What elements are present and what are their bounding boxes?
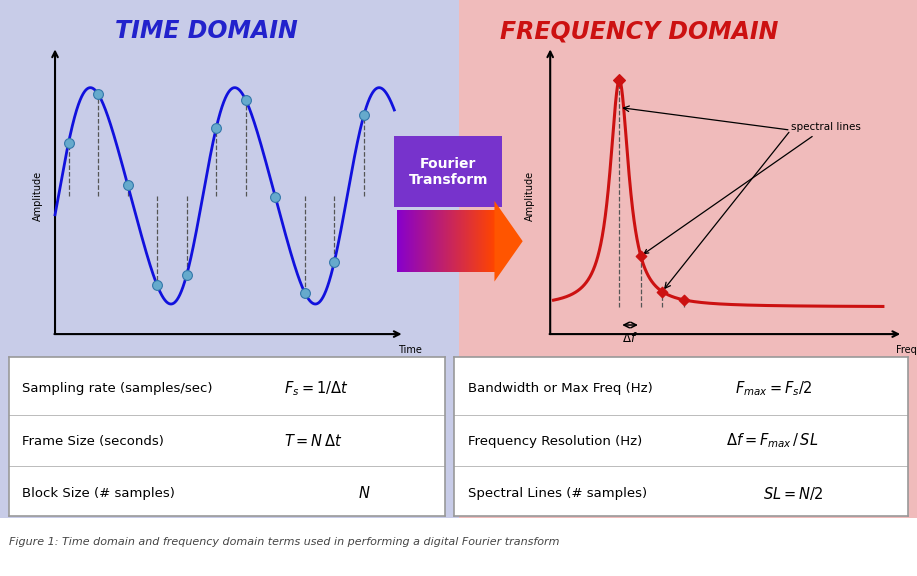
Text: Sampling rate (samples/sec): Sampling rate (samples/sec) (22, 382, 213, 395)
Text: $\Delta f$: $\Delta f$ (623, 331, 638, 344)
Point (268, 192, 282, 201)
Point (209, 123, 224, 132)
Point (327, 257, 342, 267)
Text: $N$: $N$ (358, 486, 370, 501)
Text: Frame Size (seconds): Frame Size (seconds) (22, 434, 164, 448)
Point (61, 138, 76, 147)
Bar (458, 0, 917, 518)
Text: TIME DOMAIN: TIME DOMAIN (115, 19, 297, 43)
Text: FREQUENCY DOMAIN: FREQUENCY DOMAIN (500, 19, 779, 43)
Point (180, 270, 194, 279)
Text: Amplitude: Amplitude (33, 170, 43, 221)
Point (655, 287, 669, 296)
Point (612, 75, 626, 85)
Text: $SL = N/2$: $SL = N/2$ (763, 485, 823, 502)
Point (238, 95, 253, 104)
Point (676, 295, 691, 305)
Text: $F_s = 1/\Delta t$: $F_s = 1/\Delta t$ (283, 380, 348, 398)
Text: Bandwidth or Max Freq (Hz): Bandwidth or Max Freq (Hz) (468, 382, 652, 395)
Polygon shape (494, 201, 523, 282)
Text: $\Delta f = F_{max}\,/\,SL$: $\Delta f = F_{max}\,/\,SL$ (726, 432, 819, 450)
Point (91, 89, 105, 98)
Point (120, 180, 135, 189)
Text: Block Size (# samples): Block Size (# samples) (22, 487, 175, 500)
Text: Spectral Lines (# samples): Spectral Lines (# samples) (468, 487, 646, 500)
Bar (0, 0, 458, 518)
Point (297, 288, 312, 297)
Text: $F_{max} = F_s/2$: $F_{max} = F_s/2$ (735, 380, 813, 398)
Text: Time: Time (398, 345, 422, 355)
Point (149, 281, 164, 290)
Text: Frequency: Frequency (896, 345, 917, 355)
Point (612, 75, 626, 85)
Point (357, 111, 371, 120)
Text: $\Delta t$: $\Delta t$ (75, 404, 92, 417)
Text: $T = N\,\Delta t$: $T = N\,\Delta t$ (283, 433, 342, 449)
Text: Fourier
Transform: Fourier Transform (408, 157, 488, 187)
Text: Frequency Resolution (Hz): Frequency Resolution (Hz) (468, 434, 642, 448)
Point (634, 251, 648, 260)
Text: Figure 1: Time domain and frequency domain terms used in performing a digital Fo: Figure 1: Time domain and frequency doma… (9, 537, 559, 547)
Text: spectral lines: spectral lines (645, 122, 860, 253)
Text: Amplitude: Amplitude (525, 170, 535, 221)
Text: T: T (211, 454, 221, 469)
FancyBboxPatch shape (394, 137, 503, 207)
